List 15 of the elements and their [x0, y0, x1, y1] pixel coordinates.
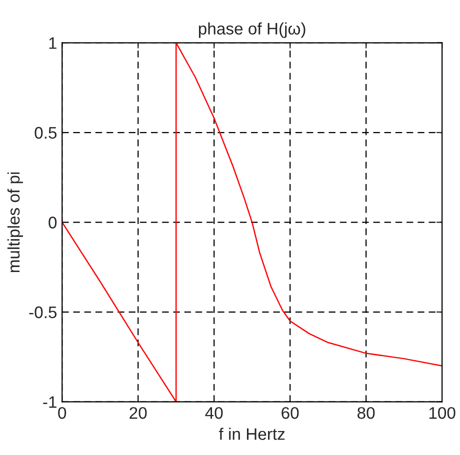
x-tick-label: 60	[282, 407, 299, 419]
y-tick-label: -1	[43, 396, 56, 408]
x-axis-title: f in Hertz	[218, 428, 285, 440]
x-tick-label: 0	[58, 407, 66, 419]
x-tick-label: 20	[130, 407, 147, 419]
line-series	[62, 42, 442, 402]
x-tick-label: 40	[205, 407, 223, 419]
y-tick-label: 1	[49, 37, 56, 49]
y-tick-label: 0.5	[34, 126, 57, 139]
y-axis-title: multiples of pi	[7, 172, 23, 272]
y-tick-label: -0.5	[29, 306, 57, 318]
x-tick-label: 100	[429, 407, 456, 419]
x-tick-label: 80	[358, 407, 375, 419]
chart-title: phase of H(jω)	[198, 22, 306, 38]
y-tick-label: 0	[48, 216, 57, 228]
